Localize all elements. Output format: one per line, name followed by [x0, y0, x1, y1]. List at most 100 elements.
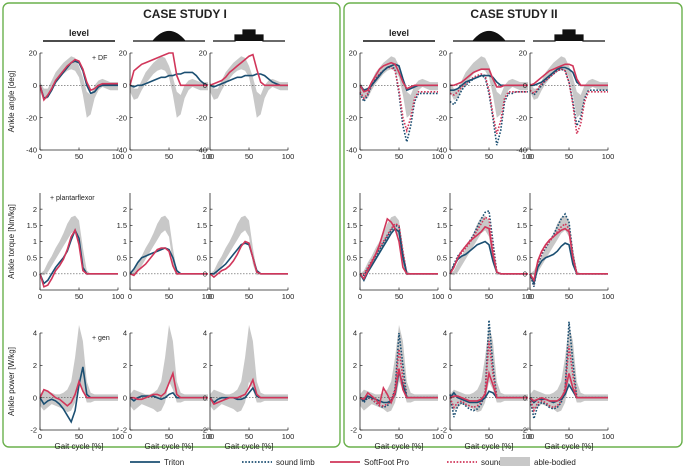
y-tick-label: -20	[26, 113, 37, 122]
able-bodied-band	[530, 56, 608, 118]
x-tick-label: 100	[112, 152, 125, 161]
y-tick-label: 0	[203, 393, 207, 402]
x-tick-label: 100	[602, 292, 615, 301]
softfoot-line	[529, 227, 608, 283]
y-tick-label: 2	[443, 361, 447, 370]
x-axis-label: Gait cycle [%]	[55, 442, 104, 451]
able-bodied-band	[130, 215, 208, 276]
able-bodied-band	[450, 215, 528, 276]
y-tick-label: 0	[203, 81, 207, 90]
able-bodied-band	[210, 215, 288, 276]
y-tick-label: 0	[443, 269, 447, 278]
y-tick-label: 1.5	[517, 221, 527, 230]
panel-angle-col-3: 200-20-400 50 100	[196, 49, 294, 161]
y-tick-label: 20	[199, 49, 207, 58]
y-tick-label: -40	[26, 146, 37, 155]
x-tick-label: 100	[432, 432, 445, 441]
x-tick-label: 50	[245, 152, 253, 161]
softfoot-line	[209, 53, 288, 87]
x-tick-label: 100	[282, 432, 295, 441]
y-tick-label: 0.5	[347, 253, 357, 262]
triton-sound-limb-line	[449, 74, 528, 146]
y-tick-label: 4	[203, 329, 207, 338]
able-bodied-band	[210, 56, 288, 118]
column-label: level	[69, 28, 89, 38]
y-tick-label: 2	[33, 205, 37, 214]
hill-bump-icon	[133, 30, 205, 42]
softfoot-line	[359, 368, 438, 406]
y-axis-label: Ankle angle [deg]	[7, 71, 16, 133]
panel-angle-col-4: 200-20-400 50 100	[346, 49, 444, 161]
x-tick-label: 0	[128, 292, 132, 301]
x-tick-label: 0	[358, 152, 362, 161]
x-tick-label: 100	[202, 292, 215, 301]
y-tick-label: 2	[123, 361, 127, 370]
x-tick-label: 100	[432, 292, 445, 301]
y-tick-label: -2	[30, 426, 37, 435]
y-tick-label: 0	[353, 269, 357, 278]
able-bodied-band	[360, 56, 438, 118]
y-tick-label: 1	[33, 237, 37, 246]
x-tick-label: 0	[448, 152, 452, 161]
x-tick-label: 0	[128, 432, 132, 441]
y-tick-label: 0	[443, 81, 447, 90]
able-bodied-band	[40, 215, 118, 276]
triton-line	[129, 71, 209, 88]
x-tick-label: 0	[208, 292, 212, 301]
panel-angle-col-6: 200-20-400 50 100	[516, 49, 614, 161]
panel-torque-col-1: 2 1.5 1 0.5 0 0 50 100 + plantarflexor	[27, 193, 124, 301]
y-tick-label: 20	[519, 49, 527, 58]
y-tick-label: 1.5	[197, 221, 207, 230]
x-tick-label: 50	[165, 152, 173, 161]
softfoot-line	[450, 68, 528, 88]
row-labels: Ankle angle [deg] Ankle torque [Nm/kg] Ank…	[7, 71, 16, 416]
y-tick-label: 2	[443, 205, 447, 214]
y-tick-label: 2	[123, 205, 127, 214]
y-tick-label: 4	[443, 329, 447, 338]
annotation: + gen	[92, 335, 110, 342]
softfoot-line	[529, 63, 608, 87]
softfoot-line	[129, 52, 208, 87]
softfoot-sound-limb-line	[359, 66, 438, 134]
x-tick-label: 50	[395, 432, 403, 441]
x-tick-label: 100	[282, 292, 295, 301]
x-tick-label: 0	[528, 292, 532, 301]
able-bodied-band	[450, 56, 528, 118]
y-tick-label: -20	[516, 113, 527, 122]
y-tick-label: 2	[33, 361, 37, 370]
x-tick-label: 50	[395, 292, 403, 301]
x-tick-label: 0	[528, 152, 532, 161]
y-tick-label: 1.5	[437, 221, 447, 230]
y-tick-label: -20	[196, 113, 207, 122]
x-tick-label: 50	[565, 432, 573, 441]
y-tick-label: 20	[29, 49, 37, 58]
x-tick-label: 50	[485, 432, 493, 441]
y-tick-label: -40	[516, 146, 527, 155]
x-tick-label: 50	[75, 432, 83, 441]
y-tick-label: 4	[353, 329, 357, 338]
x-tick-label: 0	[528, 432, 532, 441]
y-tick-label: 2	[203, 205, 207, 214]
softfoot-line	[359, 217, 438, 281]
hill-shape	[133, 30, 205, 42]
able-bodied-band	[130, 56, 208, 118]
x-tick-label: 100	[522, 432, 535, 441]
titles: CASE STUDY I CASE STUDY II	[143, 7, 557, 21]
x-tick-label: 100	[432, 152, 445, 161]
x-tick-label: 50	[485, 152, 493, 161]
panel-angle-col-2: 200-20-400 50 100	[116, 49, 214, 161]
x-tick-label: 50	[245, 432, 253, 441]
softfoot-line	[39, 379, 118, 407]
panel-torque-col-6: 2 1.5 1 0.5 0 0 50 100	[517, 193, 615, 301]
y-tick-label: -2	[440, 426, 447, 435]
legend-swatch	[500, 457, 530, 466]
legend-item-sound-limb: sound limb	[242, 458, 315, 467]
triton-sound-limb-line	[529, 68, 608, 129]
softfoot-sound-limb-line	[449, 216, 528, 275]
y-tick-label: 0	[523, 81, 527, 90]
softfoot-sound-limb-line	[529, 68, 608, 137]
